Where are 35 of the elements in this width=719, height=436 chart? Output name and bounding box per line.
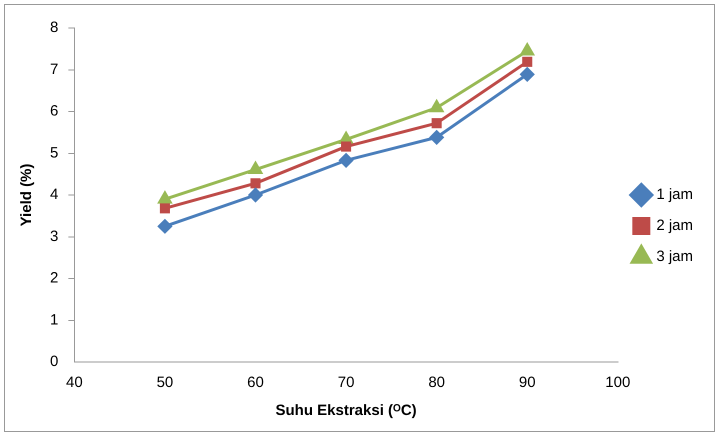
point	[339, 153, 354, 168]
legend-label: 2 jam	[656, 217, 694, 234]
point	[520, 67, 534, 82]
point	[341, 142, 352, 152]
y-tick-label: 3	[50, 228, 58, 245]
y-tick-label: 4	[50, 186, 58, 204]
x-tick-label: 70	[338, 374, 354, 392]
y-tick-label: 8	[50, 19, 58, 36]
x-tick-label: 40	[66, 374, 83, 392]
y-tick-label: 0	[50, 353, 58, 370]
point	[520, 43, 534, 56]
x-tick-label: 60	[247, 374, 264, 392]
y-tick-label: 6	[50, 102, 58, 120]
point	[430, 100, 444, 112]
y-tick-label: 7	[50, 60, 58, 78]
y-tick-label: 5	[50, 144, 58, 162]
x-tick-label: 90	[518, 374, 536, 392]
x-tick-label: 50	[156, 374, 174, 392]
y-axis-title: Yield (%)	[18, 164, 36, 226]
x-tick-label: 80	[428, 374, 446, 392]
point	[160, 203, 170, 214]
point	[248, 188, 262, 202]
legend-label: 1 jam	[656, 186, 694, 204]
point	[158, 219, 172, 234]
point	[248, 162, 262, 174]
point	[250, 178, 261, 188]
x-tick-label: 100	[605, 374, 630, 392]
y-tick-label: 2	[50, 270, 58, 287]
x-axis-title: Suhu Ekstraksi (ᴼC)	[276, 402, 417, 420]
point	[158, 192, 172, 204]
point	[432, 118, 442, 128]
point	[522, 56, 532, 67]
point	[430, 130, 444, 144]
legend-label: 3 jam	[656, 248, 694, 266]
y-tick-label: 1	[50, 311, 58, 328]
